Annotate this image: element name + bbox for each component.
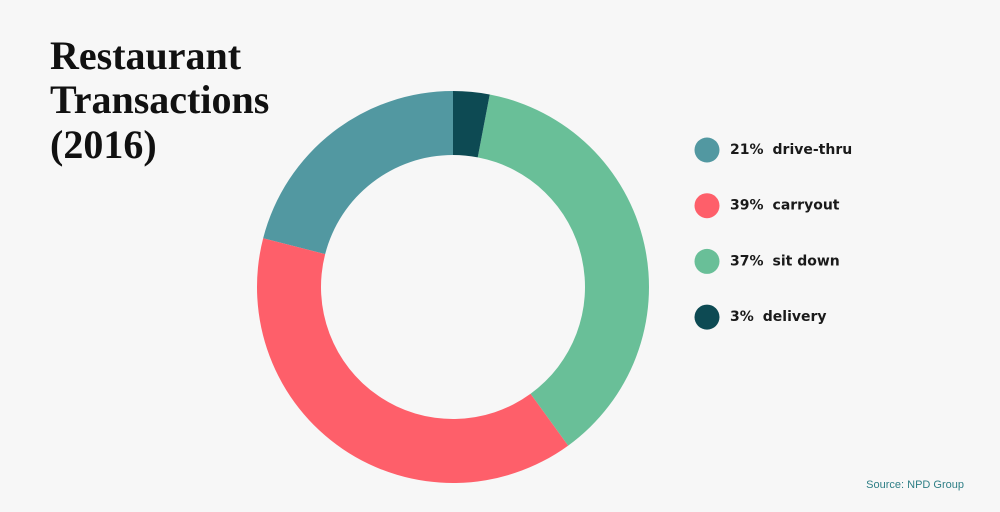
legend-swatch — [694, 137, 720, 163]
legend-value: 21% — [730, 142, 764, 158]
source: Source: NPD Group — [866, 479, 964, 491]
legend-value: 37% — [730, 253, 764, 269]
legend-label: drive-thru — [773, 142, 853, 158]
legend-swatch — [694, 248, 720, 274]
donut-slice — [263, 91, 453, 255]
legend-value: 39% — [730, 198, 764, 214]
chart-title: (2016) — [50, 122, 157, 167]
legend-value: 3% — [730, 309, 754, 325]
legend-label: carryout — [773, 198, 840, 214]
legend-label: sit down — [773, 253, 840, 269]
donut-slice — [453, 91, 490, 158]
donut-slice — [257, 238, 569, 483]
chart-title: Restaurant — [50, 33, 242, 78]
legend-label: delivery — [763, 309, 827, 325]
chart-title: Transactions — [50, 77, 269, 122]
donut-slice — [477, 94, 649, 446]
legend-swatch — [694, 304, 720, 330]
legend-swatch — [694, 193, 720, 219]
